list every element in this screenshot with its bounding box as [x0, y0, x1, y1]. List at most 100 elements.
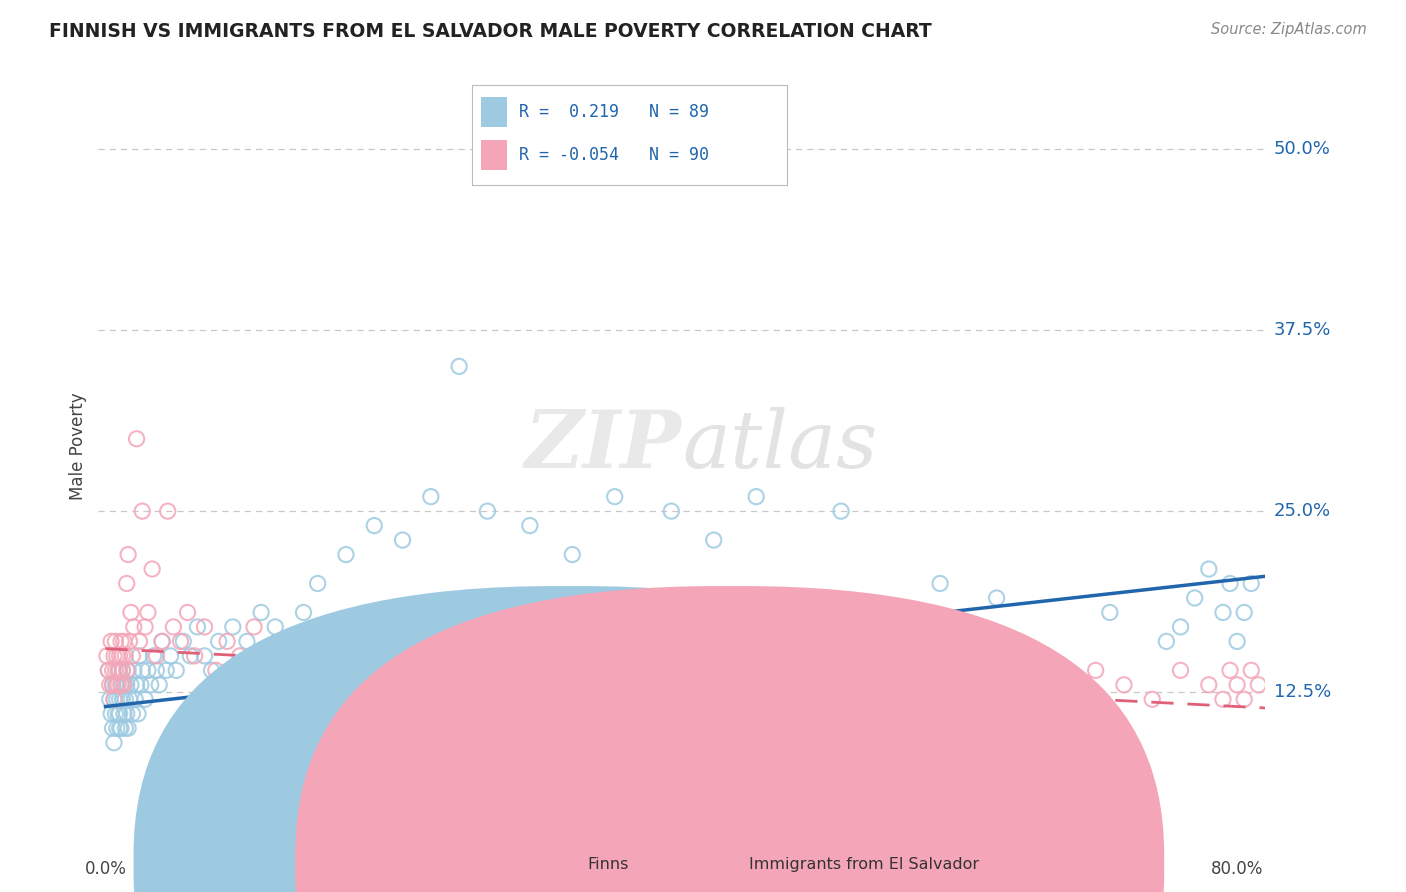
- Point: [115, 664, 138, 678]
- Point: [307, 576, 329, 591]
- Point: [105, 692, 128, 706]
- Point: [112, 678, 135, 692]
- Point: [1156, 634, 1178, 648]
- Point: [103, 736, 125, 750]
- Text: Finns: Finns: [588, 857, 628, 872]
- Point: [111, 664, 134, 678]
- Text: Immigrants from El Salvador: Immigrants from El Salvador: [749, 857, 980, 872]
- Point: [118, 634, 141, 648]
- Point: [101, 664, 124, 678]
- Point: [183, 648, 205, 663]
- Point: [107, 706, 129, 721]
- Point: [162, 620, 184, 634]
- Point: [491, 664, 513, 678]
- Point: [787, 606, 810, 620]
- Point: [110, 678, 132, 692]
- Point: [972, 648, 994, 663]
- Point: [1212, 606, 1234, 620]
- Point: [200, 664, 222, 678]
- Text: ZIP: ZIP: [524, 408, 682, 484]
- Point: [97, 664, 120, 678]
- Point: [104, 678, 127, 692]
- Point: [97, 664, 120, 678]
- Point: [100, 706, 122, 721]
- Text: 25.0%: 25.0%: [1274, 502, 1331, 520]
- Point: [124, 692, 146, 706]
- Point: [110, 721, 132, 735]
- Point: [117, 548, 139, 562]
- Point: [858, 648, 880, 663]
- Point: [603, 490, 626, 504]
- Point: [449, 359, 471, 374]
- Point: [986, 591, 1008, 605]
- Point: [136, 664, 159, 678]
- Point: [519, 518, 541, 533]
- Point: [117, 721, 139, 735]
- Point: [103, 692, 125, 706]
- Point: [1219, 576, 1241, 591]
- Point: [1170, 620, 1192, 634]
- Point: [222, 620, 245, 634]
- Point: [179, 648, 201, 663]
- Point: [103, 648, 125, 663]
- Point: [105, 721, 128, 735]
- Point: [108, 664, 131, 678]
- Point: [112, 634, 135, 648]
- Point: [703, 533, 725, 547]
- Point: [292, 648, 315, 663]
- Text: 80.0%: 80.0%: [1211, 860, 1264, 878]
- Point: [96, 648, 118, 663]
- Point: [107, 678, 129, 692]
- Point: [139, 678, 162, 692]
- Point: [112, 706, 135, 721]
- Point: [120, 678, 142, 692]
- Y-axis label: Male Poverty: Male Poverty: [69, 392, 87, 500]
- Point: [120, 606, 142, 620]
- Point: [1028, 664, 1050, 678]
- Point: [101, 678, 124, 692]
- Point: [689, 664, 711, 678]
- Point: [1112, 678, 1135, 692]
- Point: [104, 634, 127, 648]
- Point: [172, 634, 194, 648]
- Point: [278, 634, 301, 648]
- Point: [129, 678, 152, 692]
- Point: [150, 634, 173, 648]
- Point: [148, 678, 170, 692]
- Point: [108, 692, 131, 706]
- Point: [107, 664, 129, 678]
- Point: [131, 504, 153, 518]
- Point: [229, 648, 252, 663]
- Point: [217, 634, 239, 648]
- Point: [134, 692, 156, 706]
- Text: 50.0%: 50.0%: [1274, 140, 1330, 158]
- Point: [136, 606, 159, 620]
- Point: [1240, 576, 1263, 591]
- Point: [104, 664, 127, 678]
- Point: [114, 721, 136, 735]
- Point: [335, 548, 357, 562]
- Point: [1198, 562, 1220, 576]
- Point: [603, 678, 626, 692]
- Point: [929, 576, 952, 591]
- Point: [155, 664, 177, 678]
- Point: [104, 706, 127, 721]
- Point: [128, 634, 150, 648]
- Point: [830, 692, 852, 706]
- Point: [915, 664, 938, 678]
- Point: [477, 504, 499, 518]
- Point: [1226, 634, 1249, 648]
- Point: [1198, 678, 1220, 692]
- Point: [111, 648, 134, 663]
- Point: [1233, 692, 1256, 706]
- Point: [127, 706, 149, 721]
- Point: [165, 664, 187, 678]
- Point: [377, 648, 399, 663]
- Point: [131, 664, 153, 678]
- Point: [125, 432, 148, 446]
- Text: 12.5%: 12.5%: [1274, 683, 1331, 701]
- Point: [110, 678, 132, 692]
- Point: [801, 664, 824, 678]
- Point: [745, 490, 768, 504]
- Point: [943, 692, 966, 706]
